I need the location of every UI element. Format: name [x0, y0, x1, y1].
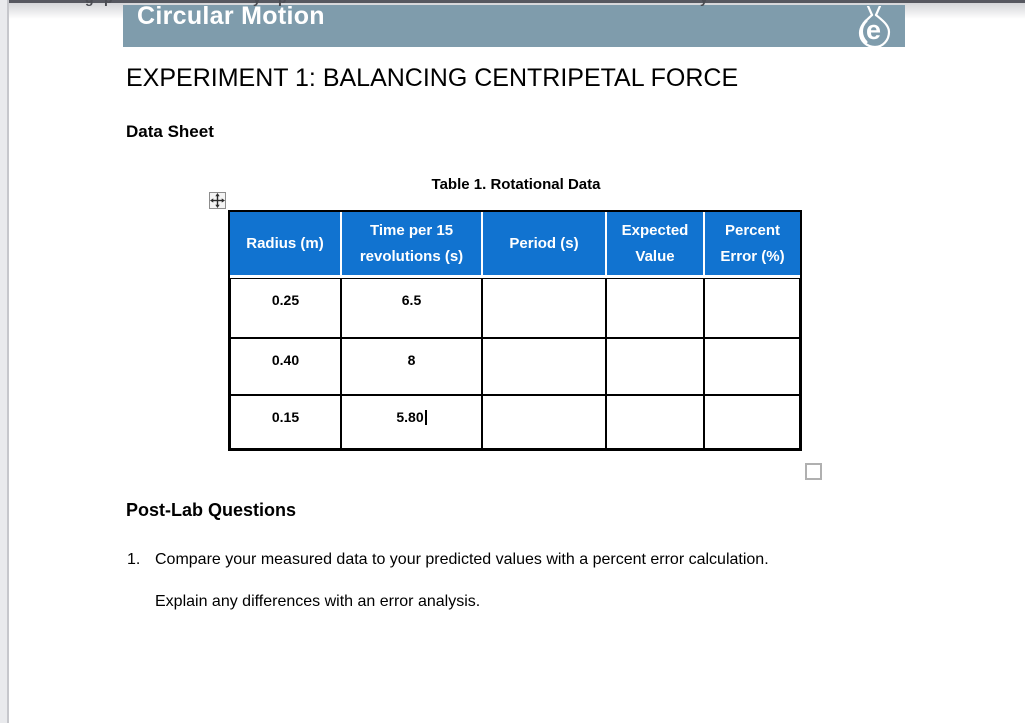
move-arrows-icon — [210, 193, 225, 208]
table-row: 0.25 6.5 — [230, 278, 800, 338]
table-header-row: Radius (m) Time per 15 revolutions (s) P… — [230, 212, 800, 278]
table-caption: Table 1. Rotational Data — [431, 176, 601, 193]
column-header-percent-error[interactable]: Percent Error (%) — [704, 212, 800, 278]
clipped-glyph: p — [278, 0, 287, 6]
data-sheet-heading: Data Sheet — [126, 122, 214, 141]
header-line: Expected — [621, 221, 689, 239]
table-row: 0.15 5.80 — [230, 395, 800, 449]
header-line: Time per 15 — [369, 221, 454, 239]
clipped-glyph: g — [85, 0, 94, 6]
svg-text:e: e — [866, 15, 881, 45]
cell-period-3[interactable] — [482, 395, 606, 449]
table-row: 0.40 8 — [230, 338, 800, 395]
column-header-period[interactable]: Period (s) — [482, 212, 606, 278]
cell-error-3[interactable] — [704, 395, 800, 449]
escience-flask-icon: e — [858, 6, 891, 47]
cell-radius-2[interactable]: 0.40 — [230, 338, 341, 395]
question-text-line1: Compare your measured data to your predi… — [155, 551, 769, 568]
page-left-margin — [0, 0, 7, 723]
column-header-expected[interactable]: Expected Value — [606, 212, 704, 278]
lab-title: Circular Motion — [137, 5, 325, 30]
cell-radius-1[interactable]: 0.25 — [230, 278, 341, 338]
text-cursor — [424, 410, 427, 425]
cell-time-3[interactable]: 5.80 — [341, 395, 482, 449]
cell-error-1[interactable] — [704, 278, 800, 338]
table-move-handle[interactable] — [209, 192, 226, 209]
cell-period-1[interactable] — [482, 278, 606, 338]
cell-error-2[interactable] — [704, 338, 800, 395]
clipped-glyph: p — [104, 0, 113, 6]
question-text-line2: Explain any differences with an error an… — [155, 593, 481, 610]
cell-time-2[interactable]: 8 — [341, 338, 482, 395]
top-edge-bar — [0, 0, 1025, 3]
header-line: Radius (m) — [246, 234, 324, 252]
cell-expected-1[interactable] — [606, 278, 704, 338]
cell-expected-2[interactable] — [606, 338, 704, 395]
page-edge-line — [7, 0, 9, 723]
column-header-time[interactable]: Time per 15 revolutions (s) — [341, 212, 482, 278]
rotational-data-table: Radius (m) Time per 15 revolutions (s) P… — [228, 210, 802, 451]
cell-radius-3[interactable]: 0.15 — [230, 395, 341, 449]
header-line: revolutions (s) — [359, 247, 464, 265]
question-number: 1. — [127, 551, 141, 568]
cell-expected-3[interactable] — [606, 395, 704, 449]
clipped-glyph: y — [253, 0, 261, 6]
header-line: Value — [635, 247, 675, 265]
header-line: Percent — [724, 221, 781, 239]
clipped-text-fragments: g p y p y — [0, 0, 1025, 7]
clipped-glyph: y — [700, 0, 708, 6]
header-line: Error (%) — [720, 247, 785, 265]
cell-text: 5.80 — [396, 409, 424, 425]
lab-banner: Circular Motion e — [123, 5, 905, 47]
column-header-radius[interactable]: Radius (m) — [230, 212, 341, 278]
header-line: Period (s) — [509, 234, 579, 252]
post-lab-heading: Post-Lab Questions — [126, 500, 297, 520]
cell-time-1[interactable]: 6.5 — [341, 278, 482, 338]
table-resize-handle[interactable] — [805, 463, 822, 480]
experiment-heading: EXPERIMENT 1: BALANCING CENTRIPETAL FORC… — [126, 64, 739, 92]
cell-period-2[interactable] — [482, 338, 606, 395]
